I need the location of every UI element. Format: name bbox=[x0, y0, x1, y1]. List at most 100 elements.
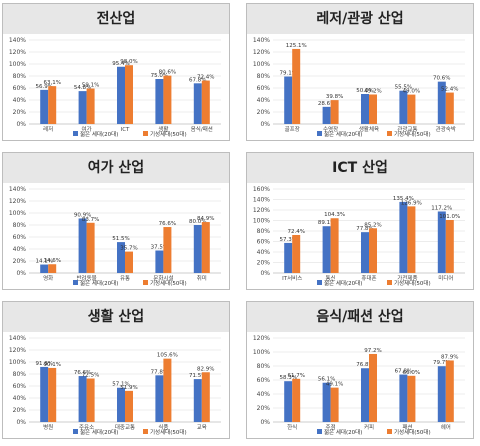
x-category-label: ICT bbox=[121, 127, 130, 133]
y-tick-label: 100% bbox=[9, 61, 26, 68]
x-category-label: 미디어 bbox=[438, 274, 453, 282]
bar bbox=[437, 81, 446, 124]
data-label: 14.1% bbox=[35, 259, 52, 265]
data-label: 79.1% bbox=[279, 71, 296, 77]
data-label: 80.0% bbox=[189, 219, 206, 225]
data-label: 126.9% bbox=[401, 200, 422, 206]
legend-swatch bbox=[143, 131, 148, 136]
data-label: 101.0% bbox=[439, 214, 460, 220]
bar bbox=[330, 218, 339, 273]
bar bbox=[407, 375, 416, 422]
bar bbox=[284, 381, 293, 422]
chart-panel-food-fashion: 음식/패션 산업 0% 20% 40% 60% 80% 100% 120% 58.3% 61.7… bbox=[246, 301, 474, 439]
x-category-label: 취미 bbox=[197, 274, 207, 282]
data-label: 84.9% bbox=[197, 216, 214, 222]
y-tick-label: 20% bbox=[13, 407, 27, 414]
data-label: 85.2% bbox=[364, 222, 381, 228]
data-label: 67.8% bbox=[395, 369, 412, 375]
x-category-label: 생활 bbox=[158, 125, 168, 133]
y-tick-label: 60% bbox=[257, 377, 271, 384]
chart-title: ICT 산업 bbox=[247, 153, 473, 183]
data-label: 59.1% bbox=[82, 83, 99, 89]
y-tick-label: 120% bbox=[253, 335, 270, 342]
legend-label: 젊은 세대(20대) bbox=[324, 130, 362, 138]
legend-swatch bbox=[73, 280, 78, 285]
x-category-label: 관광숙박 bbox=[436, 125, 456, 133]
data-label: 72.4% bbox=[197, 75, 214, 81]
data-label: 66.0% bbox=[403, 370, 420, 376]
bar bbox=[48, 86, 57, 124]
data-label: 72.5% bbox=[82, 373, 99, 379]
chart-panel-all-industries: 전산업 0% 20% 40% 60% 80% 100% 120% 140% 56.9% 63.1%… bbox=[2, 3, 230, 141]
data-label: 125.1% bbox=[286, 43, 307, 49]
bar bbox=[369, 94, 377, 124]
x-category-label: 영화 bbox=[43, 274, 53, 282]
bar bbox=[155, 375, 164, 422]
bar bbox=[86, 378, 95, 422]
data-label: 97.2% bbox=[364, 348, 381, 354]
data-label: 87.9% bbox=[441, 354, 458, 360]
y-tick-label: 100% bbox=[253, 349, 270, 356]
legend-swatch bbox=[317, 429, 322, 434]
legend-label: 젊은 세대(20대) bbox=[80, 428, 118, 436]
x-category-label: 통신 bbox=[326, 274, 336, 282]
chart-panel-leisure-tourism: 레저/관광 산업 0% 20% 40% 60% 80% 100% 120% 140% 79.1%… bbox=[246, 3, 474, 141]
x-category-label: 휴대폰 bbox=[361, 274, 376, 282]
bar bbox=[155, 250, 164, 273]
data-label: 37.5% bbox=[151, 245, 168, 251]
y-tick-label: 0% bbox=[16, 419, 26, 426]
y-tick-label: 0% bbox=[16, 270, 26, 277]
x-category-label: 레저 bbox=[43, 125, 53, 133]
legend-swatch bbox=[73, 131, 78, 136]
x-category-label: 가전제품 bbox=[397, 274, 417, 282]
bar bbox=[48, 367, 57, 422]
legend-swatch bbox=[317, 280, 322, 285]
bar bbox=[40, 366, 49, 422]
chart-title: 전산업 bbox=[3, 4, 229, 34]
bar bbox=[155, 79, 164, 124]
y-tick-label: 80% bbox=[257, 363, 271, 370]
legend-swatch bbox=[387, 280, 392, 285]
bar bbox=[292, 378, 301, 422]
x-category-label: 헤어 bbox=[441, 423, 451, 431]
bar bbox=[330, 387, 339, 422]
y-tick-label: 100% bbox=[253, 61, 270, 68]
legend-label: 젊은 세대(20대) bbox=[324, 279, 362, 287]
bar bbox=[193, 379, 202, 422]
data-label: 104.3% bbox=[324, 212, 345, 218]
data-label: 135.4% bbox=[393, 196, 414, 202]
data-label: 71.5% bbox=[189, 373, 206, 379]
data-label: 90.1% bbox=[43, 362, 60, 368]
bar bbox=[369, 228, 377, 273]
bar bbox=[48, 264, 57, 273]
chart-title: 음식/패션 산업 bbox=[247, 302, 473, 332]
y-tick-label: 60% bbox=[13, 85, 27, 92]
bar bbox=[437, 211, 446, 273]
data-label: 55.5% bbox=[395, 85, 412, 91]
bar bbox=[292, 234, 301, 273]
chart-panel-living: 생활 산업 0% 20% 40% 60% 80% 100% 120% 140% 91.8% 90.… bbox=[2, 301, 230, 439]
x-category-label: 생활체육 bbox=[359, 125, 379, 133]
y-tick-label: 80% bbox=[13, 371, 27, 378]
bar bbox=[399, 201, 408, 273]
data-label: 49.0% bbox=[403, 89, 420, 95]
data-label: 80.6% bbox=[159, 70, 176, 76]
bar bbox=[407, 94, 416, 124]
bar bbox=[78, 218, 87, 273]
y-tick-label: 60% bbox=[257, 85, 271, 92]
y-tick-label: 120% bbox=[253, 49, 270, 56]
bar bbox=[322, 382, 331, 422]
bar bbox=[399, 374, 408, 422]
y-tick-label: 0% bbox=[260, 270, 270, 277]
y-tick-label: 140% bbox=[9, 186, 26, 193]
x-category-label: 한식 bbox=[287, 423, 297, 431]
bar bbox=[117, 387, 125, 422]
data-label: 76.6% bbox=[159, 221, 176, 227]
bar bbox=[163, 75, 172, 124]
legend-swatch bbox=[73, 429, 78, 434]
chart-panel-hobby: 여가 산업 0% 20% 40% 60% 80% 100% 120% 140% 14.1% 14.… bbox=[2, 152, 230, 290]
legend-swatch bbox=[143, 429, 148, 434]
legend-label: 기성세대(50대) bbox=[394, 279, 431, 287]
chart-svg: 0% 20% 40% 60% 80% 100% 120% 140% 56.9%63.1% 레저 54… bbox=[9, 37, 221, 138]
x-category-label: 커피 bbox=[364, 423, 374, 431]
